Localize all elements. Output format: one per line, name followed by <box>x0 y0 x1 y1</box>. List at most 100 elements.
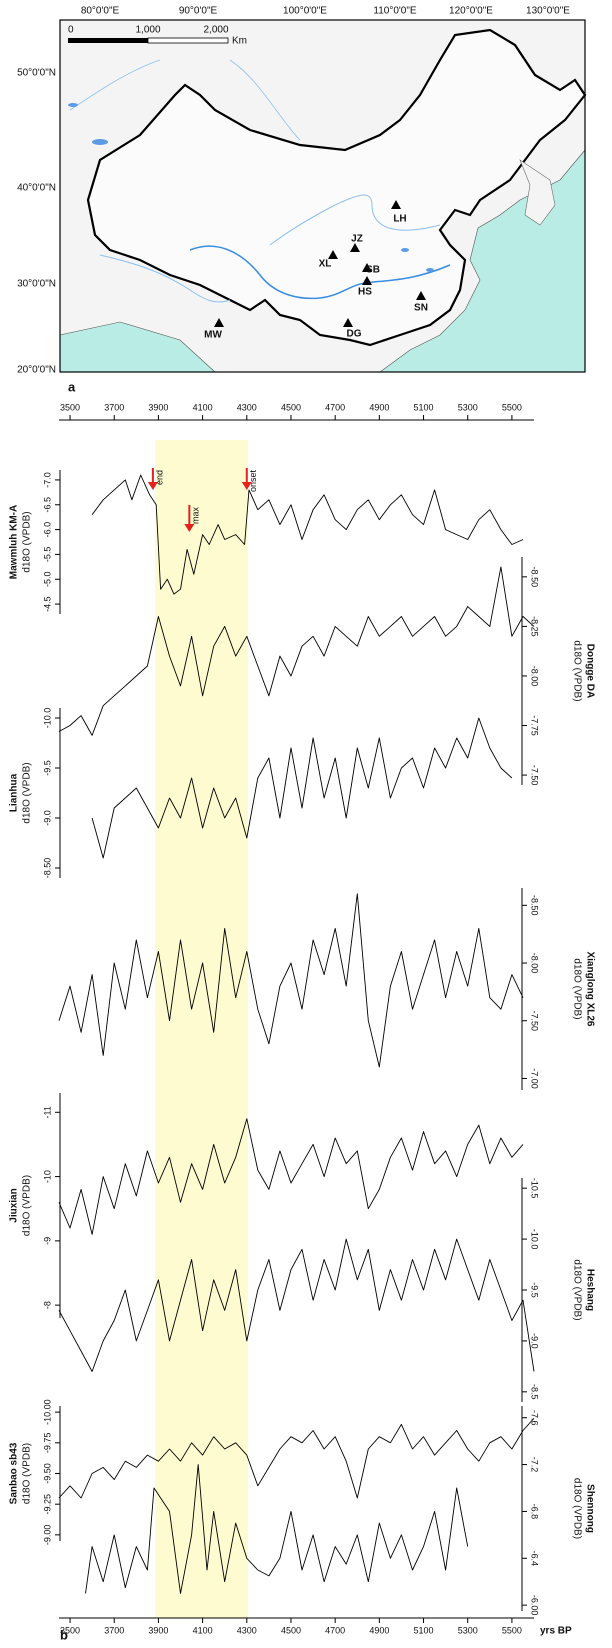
axis-title: Xianglong XL26 <box>584 951 595 1026</box>
site-label: SB <box>366 265 380 276</box>
scale-bar <box>68 38 148 43</box>
longitude-label: 80°0'0"E <box>81 6 120 17</box>
y-tick-label: -8.00 <box>530 953 540 974</box>
axis-title: Dongge DA <box>584 644 595 698</box>
y-tick-label: -8.50 <box>530 895 540 916</box>
longitude-label: 120°0'0"E <box>449 6 493 17</box>
x-tick-label: 5500 <box>502 402 522 412</box>
x-tick-label: 5300 <box>458 1625 478 1635</box>
y-tick-label: -5.5 <box>42 547 52 563</box>
x-tick-label: 3900 <box>148 1625 168 1635</box>
annotation-label: onset <box>248 470 258 493</box>
latitude-label: 50°0'0"N <box>17 68 56 79</box>
x-tick-label: 4100 <box>193 402 213 412</box>
axis-title: Shennong <box>584 1484 595 1533</box>
lake <box>92 139 108 145</box>
x-tick-label: 5500 <box>502 1625 522 1635</box>
axis-label: d18O (VPDB) <box>22 762 33 823</box>
y-tick-label: -10.00 <box>42 1399 52 1425</box>
axis-label: d18O (VPDB) <box>22 511 33 572</box>
x-tick-label: 3900 <box>148 402 168 412</box>
x-tick-label: 3500 <box>60 1625 80 1635</box>
scale-label: 0 <box>68 25 74 36</box>
axis-label: d18O (VPDB) <box>571 640 582 701</box>
y-tick-label: -8.25 <box>530 616 540 637</box>
record-line <box>92 718 512 858</box>
x-tick-label: 4700 <box>325 1625 345 1635</box>
y-tick-label: -5.0 <box>42 571 52 587</box>
lake <box>426 268 434 272</box>
x-tick-label: 3700 <box>104 402 124 412</box>
site-label: HS <box>358 287 372 298</box>
y-tick-label: -10.5 <box>530 1178 540 1199</box>
scale-label: 2,000 <box>203 25 228 36</box>
record-line <box>59 567 534 736</box>
axis-title: Sanbao sb43 <box>9 1442 20 1504</box>
site-label: SN <box>414 303 428 314</box>
y-tick-label: -6.0 <box>42 522 52 538</box>
axis-label: d18O (VPDB) <box>22 1443 33 1504</box>
latitude-label: 40°0'0"N <box>17 183 56 194</box>
scale-bar <box>148 38 228 43</box>
scale-label: 1,000 <box>135 25 160 36</box>
y-tick-label: -6.5 <box>42 497 52 513</box>
axis-label: d18O (VPDB) <box>571 1478 582 1539</box>
x-tick-label: 3700 <box>104 1625 124 1635</box>
latitude-label: 20°0'0"N <box>17 365 56 376</box>
longitude-label: 130°0'0"E <box>526 6 570 17</box>
y-tick-label: -9.5 <box>42 760 52 776</box>
record-line <box>86 1465 468 1594</box>
latitude-label: 30°0'0"N <box>17 279 56 290</box>
y-tick-label: -6.4 <box>530 1551 540 1567</box>
x-tick-label: 4900 <box>369 1625 389 1635</box>
y-tick-label: -10 <box>42 1170 52 1183</box>
y-tick-label: -9.25 <box>42 1494 52 1515</box>
y-tick-label: -10.0 <box>530 1229 540 1250</box>
x-tick-label: 4300 <box>237 1625 257 1635</box>
site-label: XL <box>319 259 332 270</box>
annotation-label: max <box>191 507 201 525</box>
x-tick-label: 5300 <box>458 402 478 412</box>
y-tick-label: -9.0 <box>42 810 52 826</box>
y-tick-label: -9.50 <box>42 1463 52 1484</box>
y-tick-label: -8.50 <box>530 567 540 588</box>
record-line <box>59 1239 534 1371</box>
page: 0 1,000 2,000 Km a b 80°0'0"E90°0'0"E100… <box>0 0 612 1643</box>
y-tick-label: -10.0 <box>42 708 52 729</box>
y-tick-label: -4.5 <box>42 596 52 612</box>
figure: 0 1,000 2,000 Km a b 80°0'0"E90°0'0"E100… <box>0 0 612 1643</box>
panel-label: a <box>68 379 76 394</box>
y-tick-label: -7.00 <box>530 1068 540 1089</box>
x-tick-label: 4300 <box>237 402 257 412</box>
axis-label: d18O (VPDB) <box>22 1175 33 1236</box>
x-tick-label: 4100 <box>193 1625 213 1635</box>
x-tick-label: 4500 <box>281 402 301 412</box>
lake <box>68 103 78 107</box>
y-tick-label: -9.75 <box>42 1433 52 1454</box>
y-tick-label: -8.5 <box>530 1384 540 1400</box>
x-axis-label: yrs BP <box>540 1626 572 1637</box>
axis-title: Mawmluh KM-A <box>9 505 20 579</box>
y-tick-label: -9.00 <box>42 1525 52 1546</box>
longitude-label: 110°0'0"E <box>373 6 417 17</box>
annotation-label: end <box>154 470 164 485</box>
axis-label: d18O (VPDB) <box>571 1259 582 1320</box>
y-tick-label: -8.00 <box>530 666 540 687</box>
y-tick-label: -6.00 <box>530 1595 540 1616</box>
y-tick-label: -7.50 <box>530 765 540 786</box>
highlight-band <box>155 440 248 1618</box>
x-tick-label: 4500 <box>281 1625 301 1635</box>
longitude-label: 100°0'0"E <box>283 6 327 17</box>
axis-label: d18O (VPDB) <box>571 958 582 1019</box>
y-tick-label: -7.2 <box>530 1457 540 1473</box>
record-line <box>59 894 523 1067</box>
longitude-label: 90°0'0"E <box>179 6 218 17</box>
record-line <box>59 1119 523 1235</box>
y-tick-label: -9.5 <box>530 1282 540 1298</box>
x-tick-label: 5100 <box>414 1625 434 1635</box>
site-label: MW <box>204 330 222 341</box>
x-tick-label: 4900 <box>369 402 389 412</box>
x-tick-label: 4700 <box>325 402 345 412</box>
x-tick-label: 3500 <box>60 402 80 412</box>
y-tick-label: -11 <box>42 1106 52 1118</box>
